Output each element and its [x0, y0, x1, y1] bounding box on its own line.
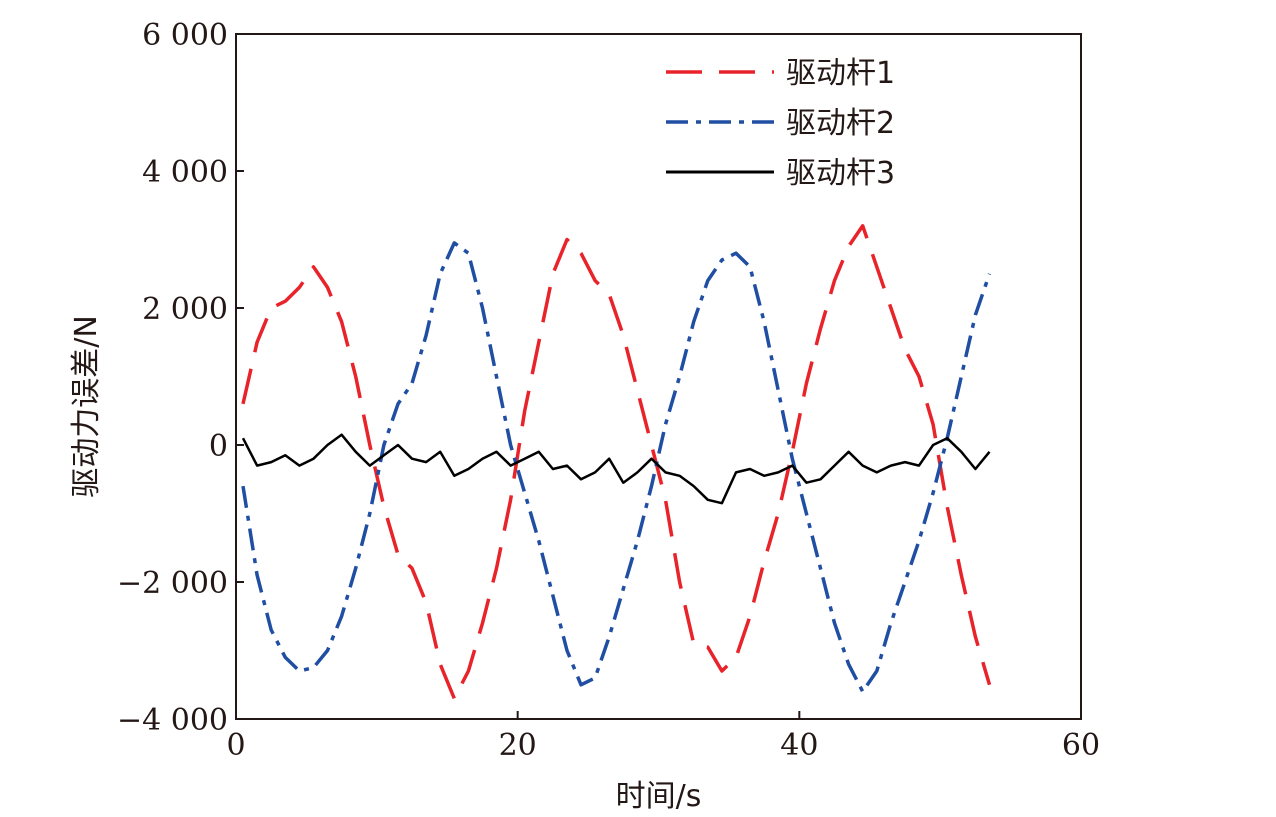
series-line-1	[241, 224, 992, 701]
y-tick-label-5: 6 000	[142, 18, 228, 53]
y-tick-label-4: 4 000	[142, 155, 228, 190]
x-tick-label-1: 20	[499, 728, 537, 763]
x-tick-label-3: 60	[1062, 728, 1100, 763]
y-axis-title: 驱动力误差/N	[69, 315, 104, 498]
x-tick-label-2: 40	[780, 728, 818, 763]
y-tick-label-1: −2 000	[117, 566, 228, 601]
x-tick-label-0: 0	[226, 728, 245, 763]
plot-frame	[235, 33, 1082, 720]
legend-label-1: 驱动杆1	[786, 56, 895, 91]
x-axis-title: 时间/s	[616, 779, 702, 814]
y-tick-label-0: −4 000	[117, 703, 228, 738]
legend-label-2: 驱动杆2	[786, 106, 895, 141]
y-tick-label-2: 0	[209, 429, 228, 464]
y-tick-label-3: 2 000	[142, 292, 228, 327]
legend-label-3: 驱动杆3	[786, 156, 895, 191]
series-line-3	[241, 433, 991, 505]
series-layer	[241, 224, 992, 701]
series-line-2	[241, 241, 992, 694]
tick-layer: 0 20 40 60 −4 000 −2 000 0 2 000 4 000 6 000	[117, 18, 1100, 763]
legend: 驱动杆1 驱动杆2 驱动杆3	[666, 56, 895, 191]
